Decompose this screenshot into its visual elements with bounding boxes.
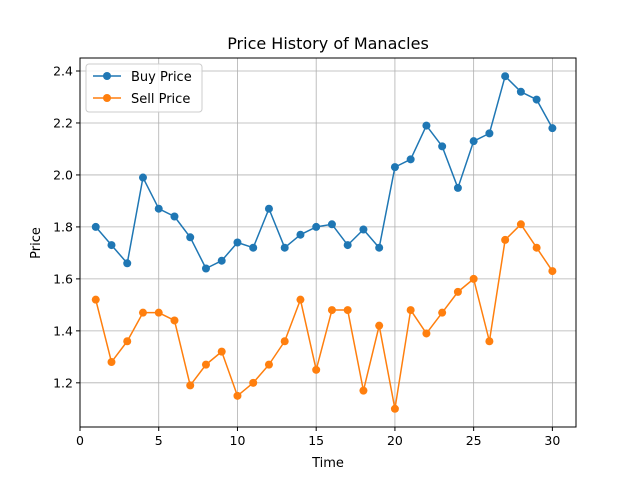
data-point-buy-price xyxy=(390,163,399,172)
x-tick-label: 30 xyxy=(544,433,560,448)
data-point-buy-price xyxy=(453,183,462,192)
data-point-sell-price xyxy=(469,274,478,283)
data-point-buy-price xyxy=(217,256,226,265)
data-point-sell-price xyxy=(249,378,258,387)
data-point-sell-price xyxy=(422,329,431,338)
data-point-sell-price xyxy=(217,347,226,356)
data-point-sell-price xyxy=(501,235,510,244)
data-point-sell-price xyxy=(438,308,447,317)
data-point-buy-price xyxy=(469,137,478,146)
data-point-sell-price xyxy=(406,306,415,315)
x-tick-label: 5 xyxy=(155,433,163,448)
x-axis-label: Time xyxy=(311,456,344,471)
chart-title: Price History of Manacles xyxy=(227,34,429,53)
y-tick-label: 2.2 xyxy=(53,115,73,130)
data-point-sell-price xyxy=(327,306,336,315)
y-tick-label: 1.2 xyxy=(53,375,73,390)
data-point-buy-price xyxy=(91,222,100,231)
data-point-sell-price xyxy=(532,243,541,252)
x-tick-label: 15 xyxy=(308,433,324,448)
legend-marker-sell-price xyxy=(103,94,111,102)
data-point-buy-price xyxy=(201,264,210,273)
data-point-buy-price xyxy=(280,243,289,252)
legend-marker-buy-price xyxy=(103,72,111,80)
data-point-buy-price xyxy=(107,241,116,250)
data-point-buy-price xyxy=(138,173,147,182)
data-point-sell-price xyxy=(548,267,557,276)
data-point-buy-price xyxy=(406,155,415,164)
data-point-sell-price xyxy=(233,391,242,400)
grid-lines xyxy=(79,58,576,427)
data-point-sell-price xyxy=(170,316,179,325)
axis-ticks: 0 5 10 15 20 25 30 1.2 1.4 1.6 1.8 2.0 2.2 2.4 xyxy=(53,63,560,448)
x-tick-label: 20 xyxy=(387,433,403,448)
data-point-buy-price xyxy=(532,95,541,104)
data-point-sell-price xyxy=(312,365,321,374)
data-point-sell-price xyxy=(154,308,163,317)
data-point-sell-price xyxy=(485,337,494,346)
legend-label-sell-price: Sell Price xyxy=(131,92,190,107)
legend: Buy Price Sell Price xyxy=(85,63,203,113)
data-point-buy-price xyxy=(296,230,305,239)
data-point-sell-price xyxy=(375,321,384,330)
data-point-sell-price xyxy=(296,295,305,304)
data-point-sell-price xyxy=(390,404,399,413)
data-point-buy-price xyxy=(154,204,163,213)
data-point-buy-price xyxy=(327,220,336,229)
data-point-buy-price xyxy=(359,225,368,234)
data-point-buy-price xyxy=(312,222,321,231)
data-point-sell-price xyxy=(359,386,368,395)
y-tick-label: 2.4 xyxy=(53,63,73,78)
data-point-sell-price xyxy=(280,337,289,346)
data-point-buy-price xyxy=(186,233,195,242)
data-point-sell-price xyxy=(91,295,100,304)
data-point-buy-price xyxy=(501,72,510,81)
data-point-sell-price xyxy=(264,360,273,369)
data-point-buy-price xyxy=(249,243,258,252)
y-tick-label: 1.4 xyxy=(53,323,73,338)
data-point-sell-price xyxy=(201,360,210,369)
data-point-sell-price xyxy=(107,358,116,367)
series-layer xyxy=(91,72,557,413)
legend-label-buy-price: Buy Price xyxy=(131,70,192,85)
x-tick-label: 10 xyxy=(230,433,246,448)
data-point-sell-price xyxy=(138,308,147,317)
plot-frame xyxy=(79,57,577,428)
y-tick-label: 2.0 xyxy=(53,167,73,182)
data-point-buy-price xyxy=(343,241,352,250)
data-point-sell-price xyxy=(516,220,525,229)
series-line-sell-price xyxy=(95,223,554,410)
data-point-buy-price xyxy=(438,142,447,151)
y-axis-label: Price xyxy=(29,227,44,259)
data-point-buy-price xyxy=(422,121,431,130)
data-point-sell-price xyxy=(343,306,352,315)
x-tick-label: 25 xyxy=(466,433,482,448)
data-point-sell-price xyxy=(186,381,195,390)
data-point-buy-price xyxy=(123,259,132,268)
data-point-buy-price xyxy=(170,212,179,221)
data-point-buy-price xyxy=(516,87,525,96)
data-point-sell-price xyxy=(453,287,462,296)
data-point-buy-price xyxy=(548,124,557,133)
data-point-buy-price xyxy=(485,129,494,138)
y-tick-label: 1.8 xyxy=(53,219,73,234)
data-point-buy-price xyxy=(264,204,273,213)
data-point-buy-price xyxy=(233,238,242,247)
data-point-buy-price xyxy=(375,243,384,252)
x-tick-label: 0 xyxy=(76,433,84,448)
data-point-sell-price xyxy=(123,337,132,346)
y-tick-label: 1.6 xyxy=(53,271,73,286)
